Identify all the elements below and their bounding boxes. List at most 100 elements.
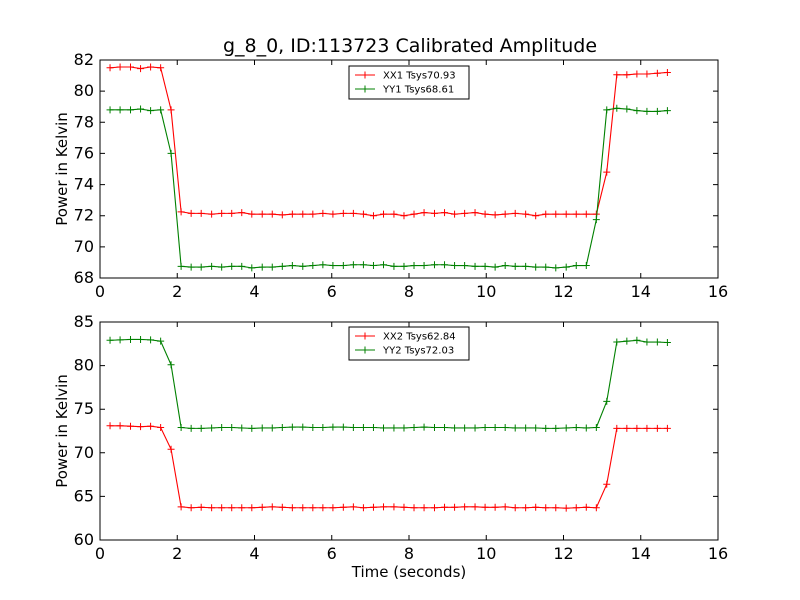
data-point-marker: [511, 424, 519, 432]
data-point-marker: [562, 504, 570, 512]
data-point-marker: [441, 209, 449, 217]
bottom-panel: 0 2 4 6 8 10 12 14 16 60 65 70 75 80 85 Power in Kelvin…: [53, 312, 728, 581]
data-point-marker: [491, 263, 499, 271]
data-point-marker: [137, 335, 145, 343]
data-point-marker: [369, 424, 377, 432]
data-point-marker: [309, 262, 317, 270]
data-point-marker: [167, 445, 175, 453]
y-tick-label: 70: [74, 443, 94, 462]
data-point-marker: [268, 210, 276, 218]
x-tick-label: 10: [476, 544, 496, 563]
data-point-marker: [451, 210, 459, 218]
data-point-marker: [562, 424, 570, 432]
data-point-marker: [582, 210, 590, 218]
data-point-marker: [441, 503, 449, 511]
data-point-marker: [603, 480, 611, 488]
x-tick-label: 8: [404, 282, 414, 301]
data-point-marker: [400, 503, 408, 511]
data-point-marker: [208, 504, 216, 512]
data-point-marker: [147, 336, 155, 344]
x-tick-label: 2: [172, 544, 182, 563]
data-point-marker: [208, 424, 216, 432]
data-point-marker: [369, 212, 377, 220]
y-tick-label: 74: [74, 175, 94, 194]
data-point-marker: [613, 71, 621, 79]
data-point-marker: [491, 424, 499, 432]
data-point-marker: [461, 262, 469, 270]
data-point-marker: [653, 107, 661, 115]
data-point-marker: [572, 262, 580, 270]
data-point-marker: [461, 503, 469, 511]
data-point-marker: [380, 210, 388, 218]
data-point-marker: [157, 424, 165, 432]
data-point-marker: [369, 503, 377, 511]
data-point-marker: [177, 503, 185, 511]
data-point-marker: [127, 422, 135, 430]
data-point-marker: [278, 424, 286, 432]
data-point-marker: [552, 264, 560, 272]
data-point-marker: [137, 65, 145, 73]
data-point-marker: [319, 261, 327, 269]
data-point-marker: [572, 424, 580, 432]
x-tick-label: 12: [553, 544, 573, 563]
data-point-marker: [522, 504, 530, 512]
y-tick-label: 65: [74, 486, 94, 505]
data-point-marker: [380, 424, 388, 432]
data-point-marker: [380, 261, 388, 269]
data-point-marker: [137, 105, 145, 113]
data-point-marker: [491, 211, 499, 219]
data-point-marker: [643, 424, 651, 432]
data-point-marker: [208, 210, 216, 218]
data-point-marker: [430, 504, 438, 512]
data-point-marker: [592, 504, 600, 512]
x-tick-label: 10: [476, 282, 496, 301]
x-tick-label: 14: [631, 544, 651, 563]
data-point-marker: [471, 262, 479, 270]
data-point-marker: [481, 210, 489, 218]
data-point-marker: [623, 105, 631, 113]
data-point-marker: [167, 106, 175, 114]
data-point-marker: [349, 424, 357, 432]
data-point-marker: [349, 209, 357, 217]
data-point-marker: [420, 209, 428, 217]
data-point-marker: [420, 504, 428, 512]
data-point-marker: [552, 210, 560, 218]
data-point-marker: [309, 504, 317, 512]
legend-label: XX1 Tsys70.93: [383, 71, 456, 82]
data-point-marker: [390, 503, 398, 511]
legend: XX1 Tsys70.93 YY1 Tsys68.61: [348, 65, 470, 100]
data-point-marker: [329, 423, 337, 431]
data-point-marker: [288, 504, 296, 512]
x-tick-label: 12: [553, 282, 573, 301]
x-tick-label: 6: [327, 544, 337, 563]
data-point-marker: [451, 424, 459, 432]
data-point-marker: [339, 423, 347, 431]
data-point-marker: [197, 263, 205, 271]
data-point-marker: [116, 336, 124, 344]
data-point-marker: [177, 208, 185, 216]
data-point-marker: [542, 263, 550, 271]
y-axis-label: Power in Kelvin: [53, 374, 71, 488]
data-point-marker: [116, 422, 124, 430]
data-point-marker: [522, 210, 530, 218]
data-point-marker: [603, 106, 611, 114]
data-point-marker: [633, 70, 641, 78]
data-point-marker: [147, 63, 155, 71]
data-point-marker: [359, 424, 367, 432]
legend-box: [348, 65, 470, 100]
data-point-marker: [127, 106, 135, 114]
x-tick-label: 16: [708, 282, 728, 301]
data-point-marker: [542, 210, 550, 218]
data-point-marker: [106, 106, 114, 114]
data-point-marker: [633, 424, 641, 432]
data-point-marker: [430, 261, 438, 269]
data-point-marker: [349, 261, 357, 269]
data-point-marker: [127, 63, 135, 71]
data-point-marker: [238, 262, 246, 270]
x-tick-label: 8: [404, 544, 414, 563]
data-point-marker: [329, 504, 337, 512]
data-point-marker: [167, 361, 175, 369]
legend-label: XX2 Tsys62.84: [383, 332, 456, 343]
x-tick-label: 0: [95, 282, 105, 301]
